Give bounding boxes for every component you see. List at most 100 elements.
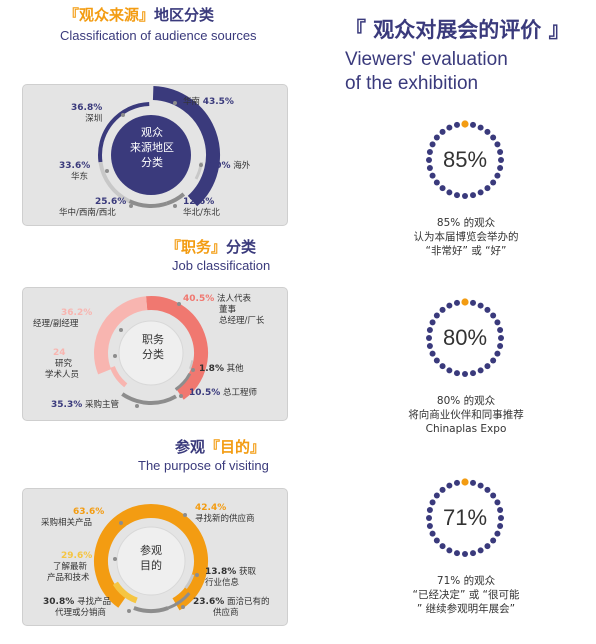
ring-dot (453, 479, 460, 486)
ring-dot (484, 185, 491, 192)
ring-dot (426, 506, 433, 513)
arc-shenzhen (98, 102, 150, 163)
arc-agent (133, 606, 169, 613)
title-highlight: 目的 (220, 438, 251, 456)
ring-dot (439, 363, 446, 370)
evaluation-title: 『 观众对展会的评价 』 (345, 18, 570, 42)
ring-dot (484, 486, 491, 493)
rating-line: 将向商业伙伴和同事推荐 (408, 409, 524, 421)
ring-dot (461, 120, 469, 128)
ring-dot (429, 499, 436, 506)
label-dot (129, 204, 133, 208)
ring-dot (453, 121, 460, 128)
arc-research (110, 366, 128, 388)
donut-chart-purpose (94, 504, 208, 613)
label-dot (195, 573, 199, 577)
ring-dot (433, 537, 440, 544)
ring-dot (490, 134, 497, 141)
rating-line: “非常好” 或 “好” (425, 245, 507, 257)
ring-dot (429, 350, 436, 357)
label-dot (119, 328, 123, 332)
ring-dot (484, 128, 491, 135)
label-dot (191, 368, 195, 372)
ring-dot (426, 515, 432, 521)
arc-huanan (152, 86, 220, 207)
ring-dot (497, 343, 504, 350)
label-dot (181, 605, 185, 609)
ring-dot (446, 547, 453, 554)
title-bracket-right: 』 (139, 6, 155, 24)
data-label-agent: 30.8% 寻找产品 代理或分销商 (43, 597, 111, 618)
ring-dot (490, 357, 497, 364)
ring-dot (453, 299, 460, 306)
ring-dot (484, 306, 491, 313)
rating-text-1: 85% 的观众 认为本届博览会举办的 “非常好” 或 “好” (376, 216, 556, 258)
data-label-overseas: 10% 海外 (209, 161, 251, 171)
ring-dot (429, 530, 436, 537)
arc-legal-rep (146, 296, 208, 400)
data-label-other: 1.8% 其他 (199, 364, 244, 374)
ring-dot (470, 121, 477, 128)
ring-dot (439, 486, 446, 493)
dot-ring (426, 298, 504, 377)
ring-dot (433, 179, 440, 186)
title-bracket-left: 『 (205, 438, 221, 456)
ring-dot (470, 370, 477, 377)
ring-dot (446, 124, 453, 131)
donut-hole (111, 115, 191, 195)
center-line-2: 目的 (140, 559, 162, 572)
label-dot (179, 394, 183, 398)
label-dot (119, 521, 123, 525)
ring-dot (470, 299, 477, 306)
ring-dot (433, 134, 440, 141)
title-bracket-right: 』 (211, 238, 227, 256)
ring-dot (470, 479, 477, 486)
ring-dot (484, 543, 491, 550)
ring-dot (429, 141, 436, 148)
data-label-industry-info: 13.8% 获取 行业信息 (205, 567, 256, 588)
title-bracket-right: 』 (250, 438, 266, 456)
data-label-shenzhen: 36.8% 深圳 (71, 103, 103, 124)
dot-ring (426, 478, 504, 557)
label-dot (113, 557, 117, 561)
rating-value: 80% (442, 325, 488, 350)
data-label-manager: 36.2% 经理/副经理 (33, 308, 93, 329)
rating-ring-2: 80% (423, 296, 507, 380)
data-label-purchasing: 35.3% 采购主管 (51, 400, 119, 410)
ring-dot (429, 172, 436, 179)
dot-ring (426, 120, 504, 199)
arc-manager (94, 296, 148, 375)
donut-hole (116, 526, 186, 596)
ring-dot (439, 185, 446, 192)
rating-ring-3: 71% (423, 476, 507, 560)
ring-dot (426, 523, 433, 530)
section-subtitle-purpose: The purpose of visiting (138, 458, 269, 473)
arc-latest-tech (112, 581, 138, 604)
rating-line: 85% 的观众 (436, 217, 496, 229)
data-label-huanan: 华南 43.5% (183, 97, 234, 107)
rating-line: 80% 的观众 (436, 395, 496, 407)
ring-dot (426, 343, 433, 350)
ring-dot (477, 124, 484, 131)
ring-dot (494, 530, 501, 537)
ring-dot (477, 482, 484, 489)
evaluation-subtitle-line-1: Viewers' evaluation (345, 49, 508, 70)
chart-panel-job: 职务 分类 40.5% 法人代表 董事 总经理/厂长 36.2% 经理/副经理 24 研… (22, 287, 288, 421)
ring-dot (446, 482, 453, 489)
ring-dot (461, 478, 469, 486)
ring-dot (446, 302, 453, 309)
section-subtitle-job: Job classification (172, 258, 271, 273)
arc-purchasing (121, 392, 177, 405)
arc-huazhong (128, 199, 168, 208)
data-label-huabei: 12.6% 华北/东北 (183, 197, 220, 218)
data-label-research: 24 研究 学术人员 (45, 348, 80, 380)
data-label-latest-tech: 29.6% 了解最新 产品和技术 (47, 551, 93, 583)
ring-dot (453, 370, 460, 377)
title-rest: 分类 (226, 238, 257, 256)
section-title-purpose: 参观『目的』 (175, 436, 265, 457)
section-title-job: 『职务』分类 (166, 236, 256, 257)
ring-dot (484, 363, 491, 370)
ring-dot (433, 357, 440, 364)
data-label-purchase: 63.6% 采购相关产品 (41, 507, 105, 528)
rating-ring-1: 85% (423, 118, 507, 202)
